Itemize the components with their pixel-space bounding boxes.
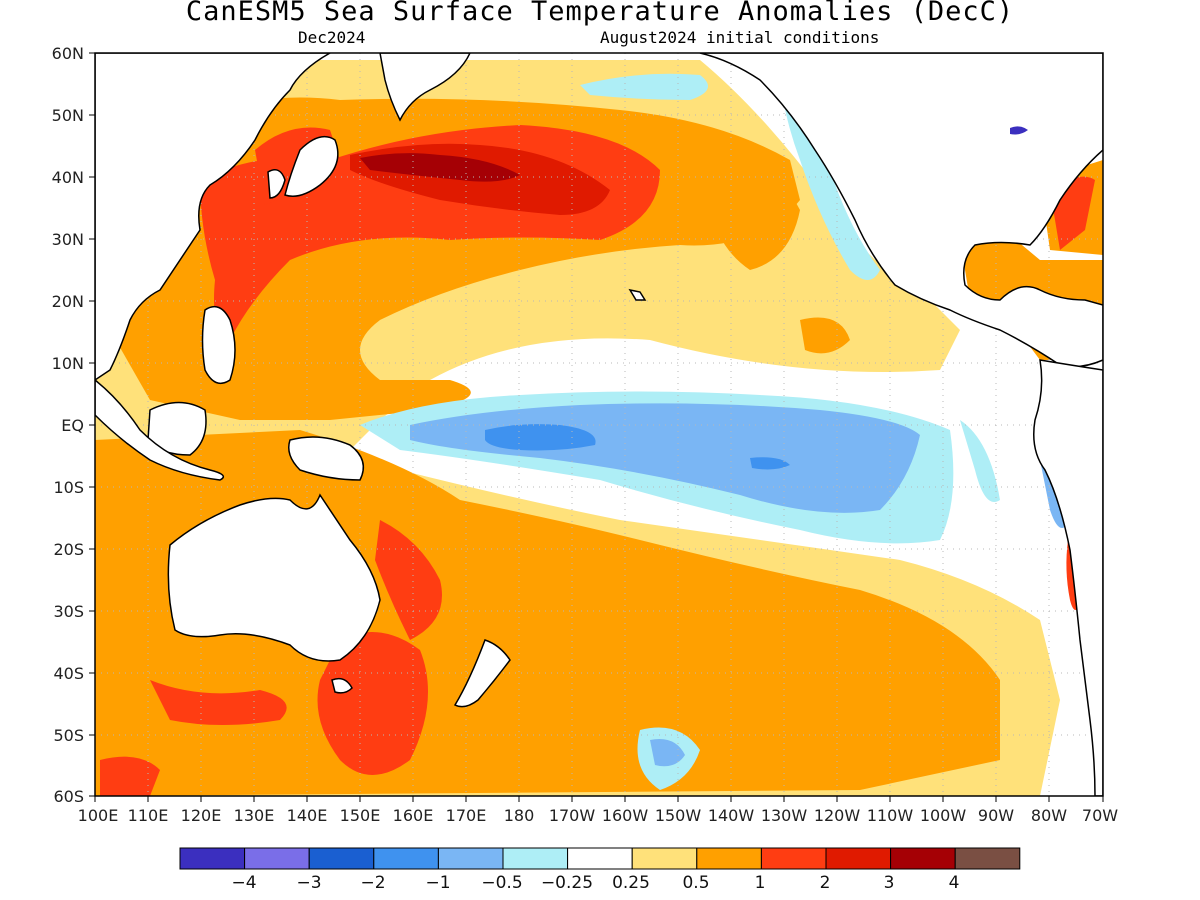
lat-label: 60S [53,787,84,806]
lon-label: 170E [446,806,487,825]
lat-labels: 60N 50N 40N 30N 20N 10N EQ 10S 20S 30S 4… [52,44,84,806]
lon-label: 180 [504,806,535,825]
lon-ticks [94,796,1104,802]
colorbar-swatch [696,847,762,870]
cool-025-eastern-tropics [960,420,1000,502]
lon-label: 120E [181,806,222,825]
lat-ticks [89,52,95,797]
colorbar-label: −2 [360,873,385,893]
lon-label: 70W [1082,806,1118,825]
lon-label: 170W [549,806,596,825]
warm-1-coral-sea [375,520,442,640]
colorbar-swatch [825,847,892,870]
cool-great-lakes [1010,126,1028,135]
lon-label: 130W [761,806,808,825]
warm-1-south-west [100,756,160,796]
colorbar-swatch [244,847,310,870]
lon-label: 160E [393,806,434,825]
lat-label: 20S [53,540,84,559]
colorbar-label: 4 [949,873,960,893]
colorbar-label: 0.25 [612,873,650,893]
land-kamchatka [379,53,471,122]
lon-label: 150E [340,806,381,825]
landmasses [95,53,1103,796]
map-title: CanESM5 Sea Surface Temperature Anomalie… [185,0,1015,27]
lat-label: 10S [53,478,84,497]
land-australia [167,493,381,662]
lat-label: 50S [53,726,84,745]
lon-labels: 100E 110E 120E 130E 140E 150E 160E 170E … [78,806,1119,825]
land-sumatra-java [95,379,225,481]
colorbar-swatch [437,847,504,870]
colorbar-swatch [954,847,1021,870]
land-new-guinea [288,436,365,481]
lon-label: 100E [78,806,119,825]
colorbar-label: −0.5 [481,873,522,893]
lon-label: 100W [920,806,967,825]
colorbar-swatch [308,847,375,870]
colorbar [179,847,1021,870]
cool-05-south-pacific-blob [650,739,685,767]
lat-label: 50N [52,106,84,125]
land-asia [95,53,332,381]
lat-label: 60N [52,44,84,63]
lon-label: 160W [602,806,649,825]
warm-1-south-indian [150,680,287,725]
lon-label: 150W [655,806,702,825]
warm-1-tasman [317,632,428,775]
colorbar-swatch [890,847,956,870]
lat-label: 20N [52,292,84,311]
cool-1-equatorial-east [750,457,790,470]
colorbar-label: 2 [820,873,831,893]
colorbar-swatch [631,847,698,870]
land-new-zealand [453,639,511,708]
init-conditions-label: August2024 initial conditions [600,28,880,47]
warm-05-northeast [710,160,800,270]
lon-label: 110W [867,806,914,825]
cool-1-equatorial-west [485,424,596,451]
warm-3-kuroshio-core [360,153,520,182]
colorbar-swatch [502,847,569,870]
lon-label: 110E [128,806,169,825]
colorbar-label: −0.25 [541,873,593,893]
land-taiwan-philippines [201,305,236,385]
lon-label: 130E [234,806,275,825]
lon-label: 90W [978,806,1014,825]
lon-label: 80W [1031,806,1067,825]
colorbar-swatch [179,847,246,870]
land-hawaii [628,288,647,301]
colorbar-label: 0.5 [682,873,709,893]
land-japan [284,135,339,197]
colorbar-swatch [567,847,633,870]
lat-label: EQ [61,416,84,435]
lat-label: 40S [53,664,84,683]
colorbar-swatch [373,847,439,870]
colorbar-label: 1 [755,873,766,893]
warm-05-east-blob [800,317,850,354]
lon-label: 120W [814,806,861,825]
land-tasmania [331,677,353,694]
lat-label: 40N [52,168,84,187]
lat-label: 30N [52,230,84,249]
colorbar-label: −1 [425,873,450,893]
land-korea [267,169,286,199]
cool-05-north-pacific-gulf [580,73,708,100]
colorbar-label: 3 [884,873,895,893]
colorbar-labels: −4 −3 −2 −1 −0.5 −0.25 0.25 0.5 1 2 3 4 [231,873,959,893]
valid-month-label: Dec2024 [298,28,366,47]
colorbar-swatch [760,847,827,870]
colorbar-label: −4 [231,873,256,893]
lon-label: 140W [708,806,755,825]
lon-label: 140E [287,806,328,825]
lat-label: 30S [53,602,84,621]
colorbar-label: −3 [296,873,321,893]
lat-label: 10N [52,354,84,373]
